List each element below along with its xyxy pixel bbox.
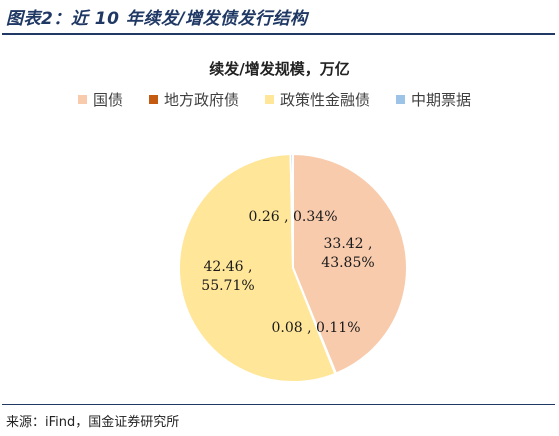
pie-slice-mtn [289, 152, 294, 269]
legend-label-local-gov: 地方政府债 [164, 91, 240, 109]
legend-label-policy-bank: 政策性金融债 [280, 91, 371, 109]
data-label-guozhai: 33.42 , 43.85% [321, 236, 374, 271]
title-rule [2, 33, 555, 35]
legend-label-guozhai: 国债 [93, 91, 124, 109]
data-label-mtn: 0.26 , 0.34% [249, 209, 338, 225]
source-note: 来源：iFind，国金证券研究所 [6, 415, 180, 430]
legend-item-guozhai: 国债 [78, 89, 123, 110]
pie-slice-policy-bank [178, 153, 337, 383]
legend-item-local-gov: 地方政府债 [149, 89, 239, 110]
legend-swatch-guozhai [78, 95, 87, 104]
figure-title: 图表2：近 10 年续发/增发债发行结构 [6, 9, 308, 29]
legend-item-policy-bank: 政策性金融债 [265, 89, 370, 110]
data-label-policy-bank: 42.46 , 55.71% [201, 259, 254, 294]
pie-slice-guozhai [292, 152, 408, 375]
legend-label-mtn: 中期票据 [411, 91, 472, 109]
chart-legend: 国债 地方政府债 政策性金融债 中期票据 [78, 89, 471, 110]
source-rule [2, 404, 555, 405]
data-label-local-gov: 0.08 , 0.11% [272, 320, 361, 336]
chart-title: 续发/增发规模，万亿 [209, 60, 350, 78]
legend-item-mtn: 中期票据 [396, 89, 471, 110]
legend-swatch-policy-bank [265, 95, 275, 104]
legend-swatch-mtn [396, 95, 406, 104]
legend-swatch-local-gov [149, 95, 159, 104]
